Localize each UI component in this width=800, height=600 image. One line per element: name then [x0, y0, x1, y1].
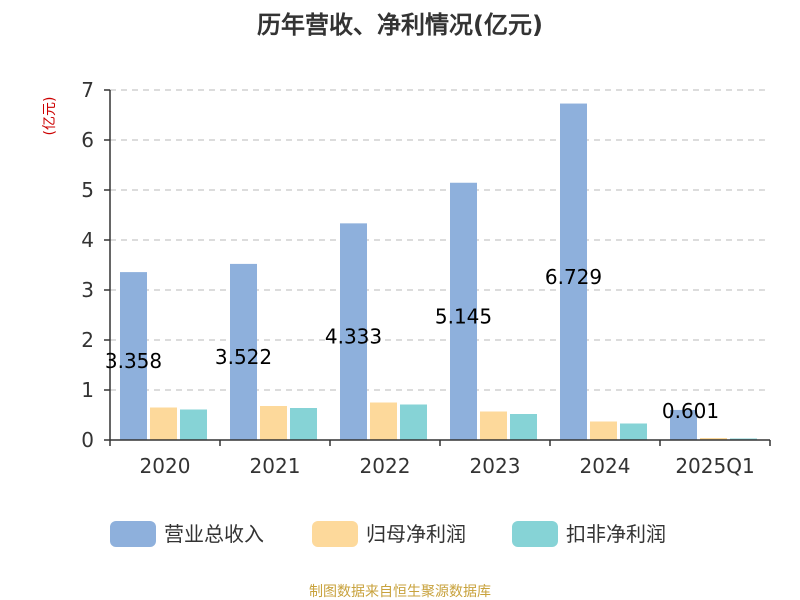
x-tick-label: 2020 — [140, 454, 191, 478]
chart-title: 历年营收、净利情况(亿元) — [257, 11, 543, 39]
bar — [120, 272, 147, 440]
bar — [400, 404, 427, 440]
bar — [230, 263, 257, 440]
x-tick-label: 2022 — [360, 454, 411, 478]
y-tick-label: 4 — [81, 228, 94, 252]
x-tick-label: 2023 — [470, 454, 521, 478]
bars — [120, 103, 757, 441]
data-label: 4.333 — [325, 325, 382, 349]
y-tick-label: 5 — [81, 178, 94, 202]
legend-swatch — [512, 521, 558, 547]
bar — [590, 421, 617, 440]
axes: 0 1 2 3 4 5 6 7 2020 2021 2022 2023 2024 2025Q1 — [81, 78, 771, 478]
data-label: 6.729 — [545, 265, 602, 289]
bar — [480, 411, 507, 440]
y-tick-label: 6 — [81, 128, 94, 152]
data-label: 5.145 — [435, 304, 492, 328]
x-tick-label: 2021 — [250, 454, 301, 478]
bar — [340, 223, 367, 440]
legend-label: 营业总收入 — [164, 522, 264, 546]
legend-label: 扣非净利润 — [566, 522, 666, 546]
bar — [290, 408, 317, 440]
y-axis-unit-label: (亿元) — [42, 97, 58, 136]
y-tick-label: 1 — [81, 378, 94, 402]
data-labels: 3.358 3.522 4.333 5.145 6.729 0.601 — [105, 265, 719, 423]
bar — [180, 409, 207, 440]
source-note: 制图数据来自恒生聚源数据库 — [309, 584, 491, 600]
legend: 营业总收入 归母净利润 扣非净利润 — [110, 521, 666, 547]
x-tick-label: 2024 — [580, 454, 631, 478]
x-tick-label: 2025Q1 — [675, 454, 754, 478]
data-label: 3.358 — [105, 349, 162, 373]
bar — [510, 414, 537, 440]
legend-label: 归母净利润 — [366, 522, 466, 546]
bar — [700, 438, 727, 440]
y-tick-label: 2 — [81, 328, 94, 352]
bar — [450, 182, 477, 440]
bar — [620, 423, 647, 440]
y-tick-label: 3 — [81, 278, 94, 302]
legend-swatch — [110, 521, 156, 547]
bar — [560, 103, 587, 441]
bar — [150, 407, 177, 440]
data-label: 0.601 — [662, 399, 719, 423]
gridlines — [110, 89, 770, 391]
bar — [260, 406, 287, 440]
data-label: 3.522 — [215, 345, 272, 369]
legend-swatch — [312, 521, 358, 547]
y-tick-label: 0 — [81, 428, 94, 452]
y-tick-label: 7 — [81, 78, 94, 102]
bar — [670, 409, 697, 440]
bar — [370, 402, 397, 440]
